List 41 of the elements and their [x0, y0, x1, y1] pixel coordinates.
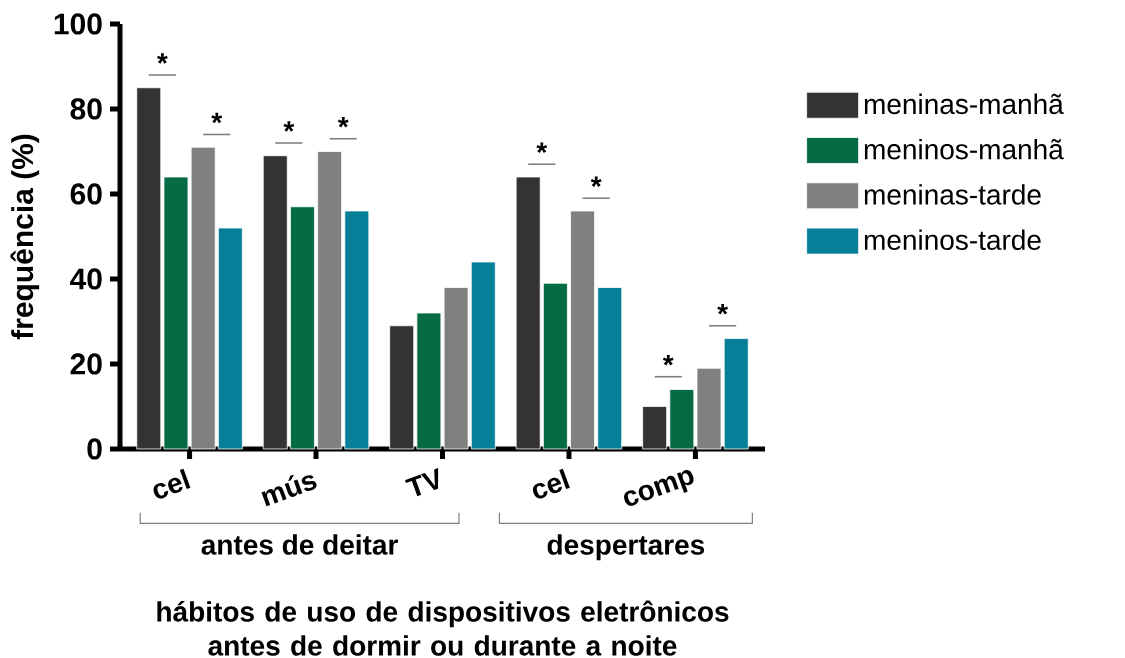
annotation: *	[536, 142, 548, 153]
bar	[136, 87, 162, 450]
y-tick-label: 0	[87, 438, 102, 460]
x-tick-label: cel	[532, 468, 570, 499]
bar	[542, 282, 568, 450]
legend-label: meninos-tarde	[864, 229, 1041, 251]
bar	[290, 206, 315, 450]
y-tick-label: 100	[54, 13, 102, 35]
y-axis-title: frequência (%)	[10, 134, 40, 340]
bar	[642, 406, 668, 450]
annotation: *	[157, 53, 168, 64]
x-axis-title: hábitos de uso de dispositivos eletrônicos antes de dormir ou durante a noite	[157, 600, 729, 656]
text: antes de deitar	[201, 534, 398, 555]
bar	[262, 155, 288, 450]
x-tick-label: cel	[153, 468, 191, 499]
bar	[344, 210, 370, 450]
annotation: *	[662, 355, 674, 366]
x-tick-label: comp	[624, 469, 694, 506]
bar	[217, 227, 243, 450]
bar	[597, 287, 623, 450]
annotation: *	[211, 112, 223, 124]
bar	[723, 338, 749, 450]
bar	[570, 210, 595, 450]
y-tick-label: 80	[70, 98, 102, 120]
bar	[515, 176, 541, 450]
y-tick-label: 20	[70, 353, 102, 375]
legend-label: meninas-manhã	[864, 93, 1064, 115]
annotation: *	[337, 117, 349, 128]
legend-label: meninos-manhã	[864, 138, 1064, 160]
y-tick-label: 40	[70, 268, 102, 290]
x-tick-label: mús	[261, 474, 317, 507]
annotation: *	[590, 176, 602, 187]
x-tick-label: TV	[404, 468, 439, 497]
y-tick-label: 60	[70, 183, 102, 205]
bar	[317, 151, 343, 450]
text: despertares	[547, 534, 705, 561]
bar	[470, 261, 496, 450]
annotation: *	[283, 121, 295, 132]
annotation: *	[717, 304, 729, 315]
legend-label: meninas-tarde	[864, 184, 1041, 205]
bar	[389, 325, 415, 450]
